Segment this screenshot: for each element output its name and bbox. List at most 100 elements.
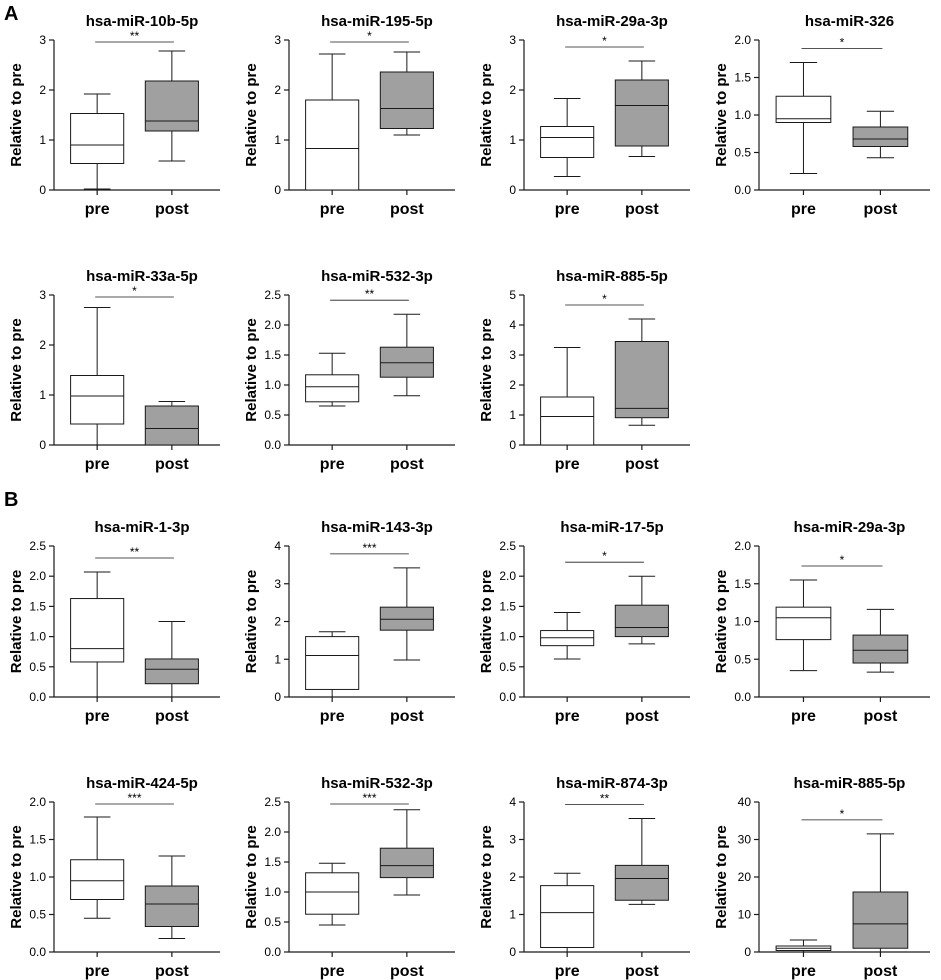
y-axis-label: Relative to pre: [478, 63, 495, 166]
y-tick-label: 2.0: [264, 825, 281, 839]
box-post: [852, 634, 909, 664]
y-tick-label: 2.5: [29, 539, 46, 553]
boxplot-14: hsa-miR-874-3p Relative to pre 0 1 2 3 4 pre pos…: [478, 775, 690, 980]
significance-label: *: [840, 553, 845, 567]
box-post: [852, 891, 909, 949]
y-tick-label: 2.5: [264, 288, 281, 302]
y-tick-label: 1.5: [499, 599, 516, 613]
y-tick-label: 2.0: [734, 33, 751, 47]
y-tick-label: 10: [738, 908, 752, 922]
significance-label: *: [840, 807, 845, 821]
x-tick-label-post: post: [625, 456, 659, 473]
boxplot-6: hsa-miR-532-3p Relative to pre 0.0 0.5 1.0 1.…: [243, 268, 455, 473]
significance-label: *: [602, 292, 607, 306]
x-tick-label-pre: pre: [791, 963, 816, 980]
panel-label-b: B: [4, 489, 18, 511]
box-post: [144, 405, 199, 446]
box-pre: [70, 375, 125, 425]
y-tick-label: 0: [509, 183, 516, 197]
panel-label-a: A: [4, 3, 18, 25]
y-tick-label: 3: [509, 348, 516, 362]
box-pre: [305, 636, 360, 690]
y-tick-label: 2: [509, 870, 516, 884]
chart-title: hsa-miR-29a-3p: [556, 13, 668, 30]
box-pre: [305, 872, 360, 915]
x-tick-label-pre: pre: [791, 201, 816, 218]
y-tick-label: 0.5: [734, 146, 751, 160]
x-tick-label-pre: pre: [555, 456, 580, 473]
y-tick-label: 2.0: [499, 569, 516, 583]
y-tick-label: 0.0: [499, 690, 516, 704]
significance-label: **: [130, 545, 140, 559]
y-tick-label: 5: [509, 288, 516, 302]
box-pre: [305, 99, 360, 191]
y-tick-label: 0.5: [264, 915, 281, 929]
x-tick-label-pre: pre: [85, 963, 110, 980]
box-pre: [540, 126, 595, 158]
y-tick-label: 0.0: [29, 690, 46, 704]
x-tick-label-post: post: [155, 963, 189, 980]
boxplot-4: hsa-miR-326 Relative to pre 0.0 0.5 1.0 1.5 2.…: [713, 13, 930, 218]
box-pre: [305, 374, 360, 403]
y-tick-label: 2: [39, 83, 46, 97]
x-tick-label-post: post: [155, 708, 189, 725]
x-tick-label-pre: pre: [555, 963, 580, 980]
box-post: [379, 606, 434, 631]
y-tick-label: 40: [738, 795, 752, 809]
boxplot-11: hsa-miR-29a-3p Relative to pre 0.0 0.5 1.0 1.…: [713, 519, 930, 725]
y-tick-label: 1: [39, 388, 46, 402]
x-tick-label-post: post: [625, 963, 659, 980]
y-tick-label: 4: [274, 539, 281, 553]
y-axis-label: Relative to pre: [713, 570, 730, 673]
x-tick-label-pre: pre: [555, 708, 580, 725]
chart-title: hsa-miR-885-5p: [794, 775, 906, 792]
y-tick-label: 2: [39, 338, 46, 352]
y-tick-label: 1: [274, 133, 281, 147]
chart-title: hsa-miR-424-5p: [86, 775, 198, 792]
y-tick-label: 3: [274, 577, 281, 591]
y-axis-label: Relative to pre: [8, 63, 25, 166]
y-axis-label: Relative to pre: [478, 825, 495, 928]
box-post: [379, 847, 434, 879]
y-tick-label: 2.0: [29, 569, 46, 583]
y-tick-label: 3: [509, 33, 516, 47]
y-tick-label: 0.5: [734, 652, 751, 666]
box-post: [614, 604, 669, 638]
y-tick-label: 0.0: [734, 183, 751, 197]
box-post: [379, 71, 434, 129]
chart-title: hsa-miR-885-5p: [556, 268, 668, 285]
box-post: [614, 79, 669, 147]
y-tick-label: 1.5: [29, 833, 46, 847]
y-tick-label: 1: [274, 652, 281, 666]
y-tick-label: 0.0: [734, 690, 751, 704]
significance-label: *: [602, 34, 607, 48]
box-pre: [70, 859, 125, 900]
y-axis-label: Relative to pre: [8, 825, 25, 928]
significance-label: *: [132, 284, 137, 298]
y-tick-label: 3: [509, 833, 516, 847]
y-tick-label: 2: [509, 83, 516, 97]
y-tick-label: 1.0: [734, 615, 751, 629]
x-tick-label-post: post: [625, 201, 659, 218]
significance-label: ***: [363, 791, 377, 805]
y-tick-label: 1.5: [264, 855, 281, 869]
boxplot-7: hsa-miR-885-5p Relative to pre 0 1 2 3 4 5 pre po…: [478, 268, 690, 473]
y-tick-label: 1.0: [734, 108, 751, 122]
y-tick-label: 1.5: [29, 599, 46, 613]
y-tick-label: 1: [509, 908, 516, 922]
box-post: [379, 346, 434, 378]
y-tick-label: 1.5: [734, 71, 751, 85]
box-post: [852, 126, 909, 147]
x-tick-label-pre: pre: [85, 708, 110, 725]
box-pre: [540, 885, 595, 948]
boxplot-2: hsa-miR-195-5p Relative to pre 0 1 2 3 pre post…: [243, 13, 455, 218]
y-axis-label: Relative to pre: [243, 825, 260, 928]
chart-title: hsa-miR-17-5p: [560, 519, 663, 536]
y-tick-label: 0.5: [264, 408, 281, 422]
chart-title: hsa-miR-326: [805, 13, 894, 30]
y-tick-label: 2.5: [499, 539, 516, 553]
y-tick-label: 1.5: [264, 348, 281, 362]
significance-label: *: [367, 29, 372, 43]
x-tick-label-post: post: [390, 456, 424, 473]
y-tick-label: 1: [509, 133, 516, 147]
